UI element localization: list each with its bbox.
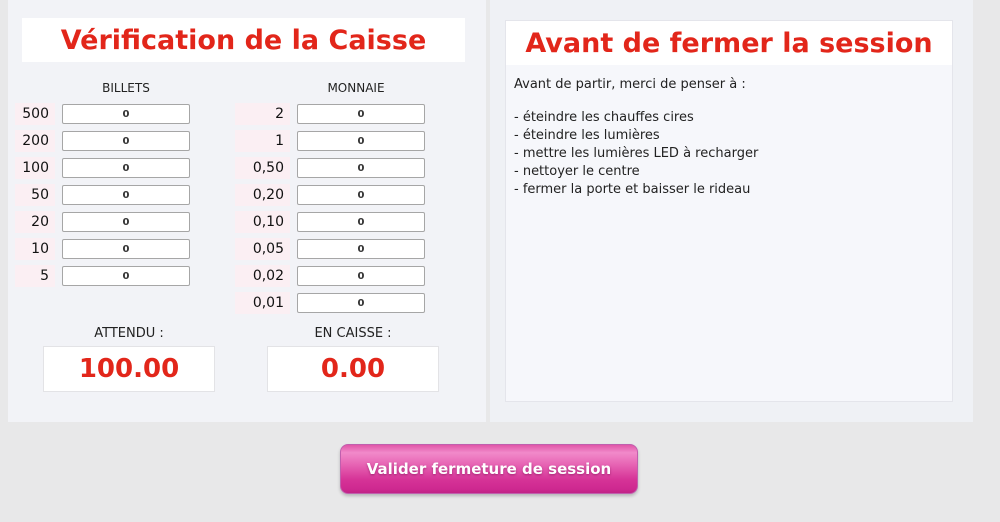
denomination-label: 2 xyxy=(235,103,290,125)
coin-denomination-row: 0,10 xyxy=(235,211,425,233)
billet-count-input[interactable] xyxy=(62,131,190,151)
in-drawer-total-label: EN CAISSE : xyxy=(314,326,392,341)
validate-session-close-button[interactable]: Valider fermeture de session xyxy=(340,444,638,494)
closing-reminders-panel: Avant de fermer la session Avant de part… xyxy=(490,0,973,422)
denomination-label: 0,50 xyxy=(235,157,290,179)
expected-total-label: ATTENDU : xyxy=(94,326,164,341)
coin-count-input[interactable] xyxy=(297,266,425,286)
denomination-label: 10 xyxy=(15,238,55,260)
denomination-label: 0,01 xyxy=(235,292,290,314)
denomination-label: 500 xyxy=(15,103,55,125)
denomination-label: 1 xyxy=(235,130,290,152)
denomination-label: 0,20 xyxy=(235,184,290,206)
billets-column: 500 200 100 50 20 10 xyxy=(15,103,190,292)
expected-total-value: 100.00 xyxy=(43,346,215,392)
closing-reminders-title: Avant de fermer la session xyxy=(525,27,933,59)
billet-denomination-row: 100 xyxy=(15,157,190,179)
coin-count-input[interactable] xyxy=(297,239,425,259)
billet-count-input[interactable] xyxy=(62,266,190,286)
billet-count-input[interactable] xyxy=(62,239,190,259)
denomination-label: 0,02 xyxy=(235,265,290,287)
billet-denomination-row: 10 xyxy=(15,238,190,260)
cash-verification-header: Vérification de la Caisse xyxy=(22,18,465,62)
reminder-item: - éteindre les chauffes cires xyxy=(514,110,694,125)
coin-denomination-row: 0,05 xyxy=(235,238,425,260)
closing-reminders-box: Avant de fermer la session Avant de part… xyxy=(505,20,953,402)
monnaie-column-header: MONNAIE xyxy=(327,81,385,95)
coin-denomination-row: 0,20 xyxy=(235,184,425,206)
cash-verification-title: Vérification de la Caisse xyxy=(60,24,427,56)
billets-column-header: BILLETS xyxy=(102,81,150,95)
reminder-item: - mettre les lumières LED à recharger xyxy=(514,146,759,161)
coin-count-input[interactable] xyxy=(297,293,425,313)
coin-denomination-row: 1 xyxy=(235,130,425,152)
in-drawer-total-value: 0.00 xyxy=(267,346,439,392)
billet-denomination-row: 5 xyxy=(15,265,190,287)
coin-count-input[interactable] xyxy=(297,131,425,151)
reminder-item: - éteindre les lumières xyxy=(514,128,660,143)
denomination-label: 0,10 xyxy=(235,211,290,233)
coin-denomination-row: 0,02 xyxy=(235,265,425,287)
cash-verification-panel: Vérification de la Caisse BILLETS MONNAI… xyxy=(8,0,486,422)
billet-count-input[interactable] xyxy=(62,212,190,232)
in-drawer-total: EN CAISSE : 0.00 xyxy=(267,326,439,392)
coin-denomination-row: 0,50 xyxy=(235,157,425,179)
coin-count-input[interactable] xyxy=(297,158,425,178)
coin-denomination-row: 2 xyxy=(235,103,425,125)
billet-count-input[interactable] xyxy=(62,158,190,178)
coin-denomination-row: 0,01 xyxy=(235,292,425,314)
reminder-item: - fermer la porte et baisser le rideau xyxy=(514,182,751,197)
coin-count-input[interactable] xyxy=(297,104,425,124)
billet-count-input[interactable] xyxy=(62,185,190,205)
reminders-checklist: - éteindre les chauffes cires - éteindre… xyxy=(514,109,952,199)
coin-count-input[interactable] xyxy=(297,212,425,232)
billet-denomination-row: 200 xyxy=(15,130,190,152)
reminders-intro-text: Avant de partir, merci de penser à : xyxy=(514,77,746,92)
billet-denomination-row: 20 xyxy=(15,211,190,233)
reminder-item: - nettoyer le centre xyxy=(514,164,640,179)
denomination-label: 20 xyxy=(15,211,55,233)
denomination-label: 0,05 xyxy=(235,238,290,260)
denomination-label: 100 xyxy=(15,157,55,179)
denomination-label: 200 xyxy=(15,130,55,152)
monnaie-column: 2 1 0,50 0,20 0,10 0 xyxy=(235,103,425,319)
denomination-label: 50 xyxy=(15,184,55,206)
billet-count-input[interactable] xyxy=(62,104,190,124)
closing-reminders-header: Avant de fermer la session xyxy=(506,21,952,65)
coin-count-input[interactable] xyxy=(297,185,425,205)
billet-denomination-row: 50 xyxy=(15,184,190,206)
denomination-label: 5 xyxy=(15,265,55,287)
expected-total: ATTENDU : 100.00 xyxy=(43,326,215,392)
billet-denomination-row: 500 xyxy=(15,103,190,125)
